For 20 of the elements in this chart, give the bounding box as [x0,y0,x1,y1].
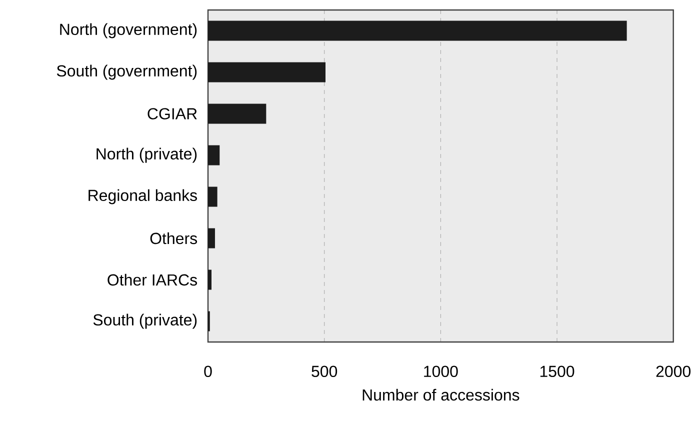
bar [208,228,215,248]
x-tick-label: 0 [204,366,212,378]
x-tick-label: 1000 [424,366,458,378]
bar [208,104,266,124]
y-tick-label: North (private) [96,148,197,163]
x-tick-label: 500 [312,366,338,378]
y-tick-label: Regional banks [88,189,197,204]
x-axis-title: Number of accessions [362,388,520,401]
bar [208,145,220,166]
bar [208,62,326,82]
y-tick-label: North (government) [60,23,197,38]
y-tick-label: South (government) [56,64,197,80]
y-tick-label: Other IARCs [108,274,198,286]
y-tick-label: CGIAR [148,108,197,120]
x-tick-label: 1500 [540,366,574,378]
bar [208,186,218,207]
bar [208,20,627,41]
x-tick-label: 2000 [656,366,691,378]
y-tick-label: South (private) [93,314,197,329]
y-tick-label: Others [150,232,198,244]
